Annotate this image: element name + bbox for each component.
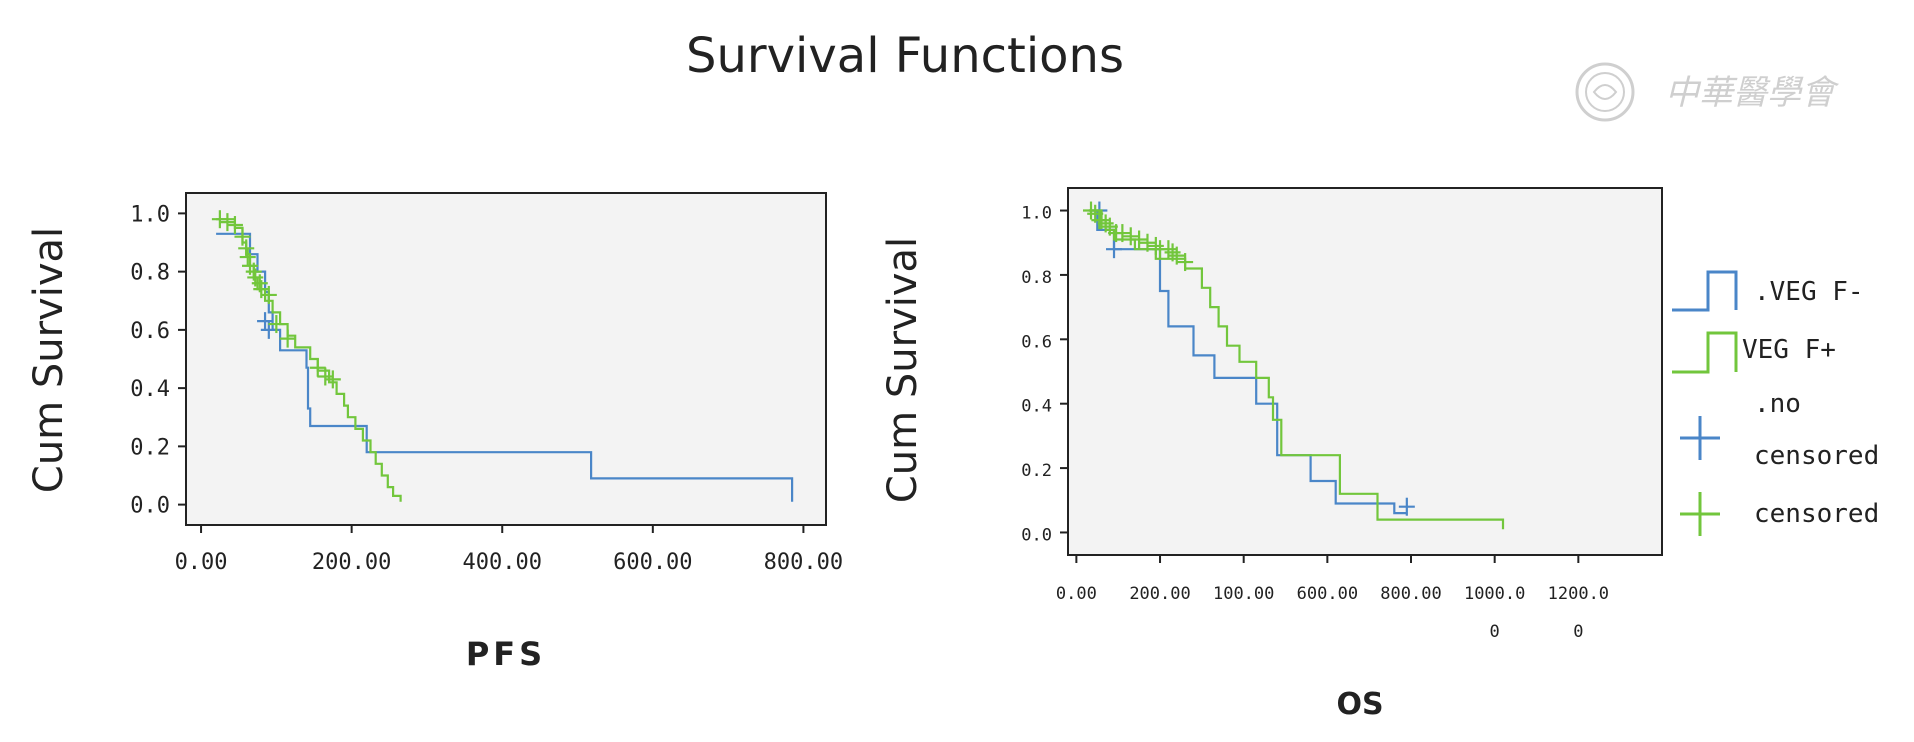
censored-mark: [1147, 236, 1164, 255]
censored-mark: [1114, 224, 1131, 243]
watermark-seal-icon: [1575, 62, 1635, 122]
x-tick-label: 0.00: [1056, 584, 1097, 604]
chart-title: Survival Functions: [686, 28, 1124, 84]
y-tick-label: 0.6: [1021, 332, 1052, 352]
pfs-chart: 0.0 0.2 0.4 0.6 0.8 1.0 0.00 200.00 400.00 600.0…: [26, 192, 843, 673]
os-chart: 0.0 0.2 0.4 0.6 0.8 1.0 0.00 200.00 100.00 600.0…: [880, 187, 1663, 722]
x-tick-label: 0: [1490, 622, 1500, 642]
x-tick-label: 400.00: [462, 550, 541, 575]
censored-mark: [324, 370, 341, 389]
survival-curve-vegf-negpos: [1088, 209, 1505, 530]
censored-mark: [239, 248, 256, 267]
censored-mark: [279, 329, 296, 348]
censored-mark: [226, 216, 243, 235]
censored-mark: [1139, 233, 1156, 252]
legend-label-vegf-pos: VEG F+: [1742, 335, 1836, 365]
legend-line-symbol: [1672, 270, 1738, 312]
censored-mark: [260, 285, 277, 304]
watermark-text: 中華醫學會: [1665, 73, 1840, 113]
censored-mark: [1093, 211, 1110, 230]
os-y-axis: 0.0 0.2 0.4 0.6 0.8 1.0: [1021, 204, 1068, 545]
y-tick-label: 1.0: [1021, 204, 1052, 224]
censored-mark: [211, 210, 228, 229]
censored-mark: [1160, 240, 1177, 259]
pfs-series: [211, 210, 794, 502]
censored-mark: [234, 227, 251, 246]
censored-mark: [1106, 240, 1123, 259]
pfs-plot-area: [185, 192, 827, 526]
censored-mark: [1398, 497, 1415, 516]
pfs-y-axis: 0.0 0.2 0.4 0.6 0.8 1.0: [130, 202, 186, 519]
censored-mark: [1122, 227, 1139, 246]
x-tick-label: 0.00: [175, 550, 228, 575]
y-tick-label: 0.2: [130, 435, 170, 460]
os-y-axis-label: Cum Survival: [880, 237, 926, 503]
legend-cross-symbol: [1680, 416, 1720, 460]
legend-label-censored: censored: [1754, 499, 1879, 529]
legend-item-censored: censored: [1680, 492, 1879, 536]
censored-mark: [268, 315, 285, 334]
censored-mark: [309, 358, 326, 377]
os-x-axis-label: OS: [1336, 687, 1383, 722]
censored-mark: [238, 239, 255, 258]
legend-line-symbol: [1672, 331, 1738, 374]
legend-label-no: .no: [1754, 389, 1801, 419]
legend: .VEG F- VEG F+ .no censored censored: [1672, 270, 1879, 536]
censored-mark: [1177, 253, 1194, 272]
legend-item-vegf-pos: VEG F+: [1672, 331, 1836, 374]
pfs-x-axis: 0.00 200.00 400.00 600.00 800.00: [175, 525, 843, 575]
legend-cross-symbol: [1680, 492, 1720, 536]
legend-item-no-censored: .no censored: [1680, 389, 1879, 471]
x-tick-label: 1200.0: [1548, 584, 1609, 604]
y-tick-label: 0.2: [1021, 461, 1052, 481]
y-tick-label: 0.0: [130, 494, 170, 519]
x-tick-label: 0: [1573, 622, 1583, 642]
x-tick-label: 1000.0: [1464, 584, 1525, 604]
x-tick-label: 200.00: [1129, 584, 1190, 604]
x-tick-label: 600.00: [1297, 584, 1358, 604]
legend-label-vegf-neg: .VEG F-: [1754, 277, 1864, 307]
censored-mark: [1083, 201, 1100, 220]
legend-item-vegf-neg: .VEG F-: [1672, 270, 1864, 312]
y-tick-label: 1.0: [130, 202, 170, 227]
y-tick-label: 0.4: [1021, 397, 1052, 417]
x-tick-label: 100.00: [1213, 584, 1274, 604]
x-tick-label: 800.00: [1380, 584, 1441, 604]
os-plot-area: [1067, 187, 1663, 556]
y-tick-label: 0.6: [130, 319, 170, 344]
legend-label-censored-line: censored: [1754, 441, 1879, 471]
pfs-y-axis-label: Cum Survival: [26, 227, 72, 493]
censored-mark: [257, 312, 274, 331]
censored-mark: [317, 367, 334, 386]
censored-mark: [1164, 243, 1181, 262]
y-tick-label: 0.4: [130, 377, 170, 402]
os-x-axis: 0.00 200.00 100.00 600.00 800.00 1000.0 0 1200.…: [1056, 555, 1609, 642]
censored-mark: [1131, 230, 1148, 249]
x-tick-label: 600.00: [613, 550, 692, 575]
y-tick-label: 0.0: [1021, 525, 1052, 545]
pfs-x-axis-label: PFS: [466, 635, 546, 673]
censored-mark: [1168, 246, 1185, 265]
censored-mark: [219, 213, 236, 232]
watermark: 中華醫學會: [1575, 62, 1840, 122]
os-series: [1083, 201, 1505, 530]
y-tick-label: 0.8: [1021, 268, 1052, 288]
x-tick-label: 800.00: [764, 550, 843, 575]
censored-mark: [1097, 214, 1114, 233]
y-tick-label: 0.8: [130, 261, 170, 286]
x-tick-label: 200.00: [312, 550, 391, 575]
